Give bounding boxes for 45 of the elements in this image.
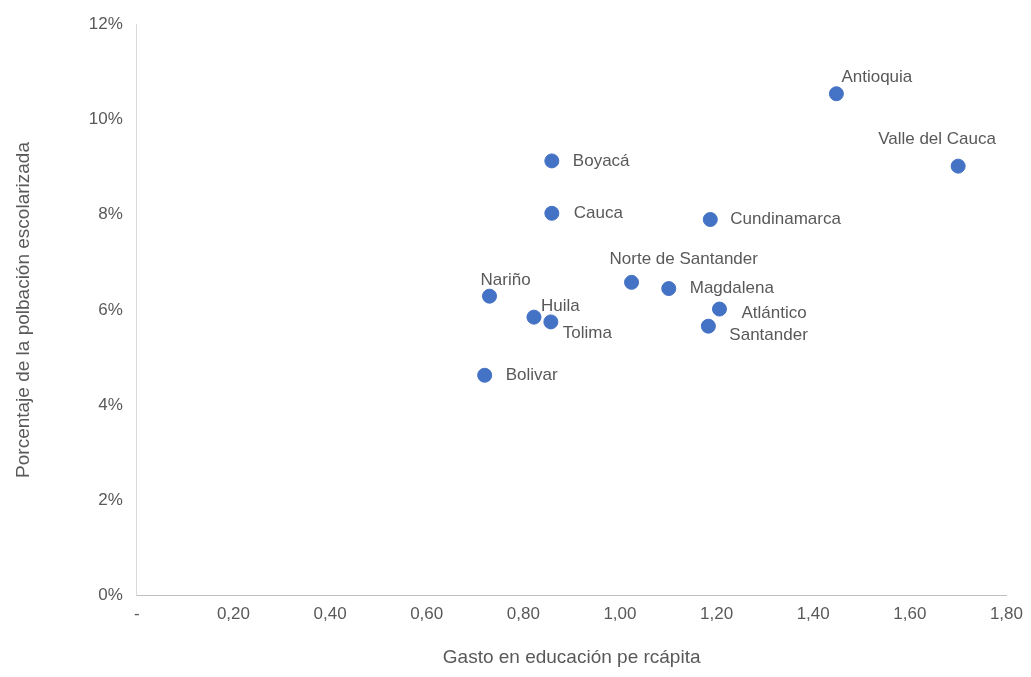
annotation: Boyacá [572, 150, 631, 170]
point [544, 205, 560, 221]
annotation: Cundinamarca [730, 209, 842, 229]
annotation: Santander [729, 324, 809, 344]
point [624, 274, 640, 290]
x-tick-label: - [133, 603, 140, 623]
y-tick-label: 10% [88, 109, 123, 129]
point [544, 153, 560, 169]
x-tick-label: 0,20 [216, 603, 250, 623]
y-tick-label: 6% [98, 299, 123, 319]
point [700, 318, 716, 334]
x-tick-label: 0,60 [410, 603, 444, 623]
annotation: Nariño [480, 269, 531, 289]
y-tick-label: 0% [98, 585, 123, 605]
y-axis-title: Porcentaje de la polbación escolarizada [11, 141, 33, 478]
point [828, 86, 844, 102]
point [702, 212, 718, 227]
x-tick-label: 1,40 [796, 603, 830, 623]
x-axis-title: Gasto en educación pe rcápita [442, 645, 701, 667]
point [543, 314, 559, 330]
x-tick-label: 1,80 [989, 603, 1023, 623]
point [482, 288, 498, 304]
annotation: Antioquia [841, 67, 913, 87]
y-tick-label: 4% [98, 394, 123, 414]
x-tick-label: 0,40 [313, 603, 347, 623]
point [711, 301, 727, 317]
x-tick-label: 0,80 [506, 603, 540, 623]
point [477, 367, 493, 383]
annotation: Atlántico [741, 302, 807, 322]
annotation: Norte de Santander [609, 249, 759, 269]
y-tick-label: 2% [98, 490, 123, 510]
annotation: Magdalena [689, 278, 775, 298]
y-tick-label: 8% [98, 204, 123, 224]
annotation: Tolima [562, 322, 613, 342]
point [661, 281, 677, 297]
annotation: Huila [540, 295, 581, 315]
x-tick-label: 1,00 [603, 603, 637, 623]
y-tick-label: 12% [88, 13, 123, 33]
x-tick-label: 1,60 [893, 603, 927, 623]
annotation: Bolivar [505, 364, 558, 384]
point [526, 309, 542, 325]
point [950, 158, 966, 174]
annotation: Valle del Cauca [878, 128, 997, 148]
x-tick-label: 1,20 [700, 603, 734, 623]
annotation: Cauca [573, 202, 624, 222]
